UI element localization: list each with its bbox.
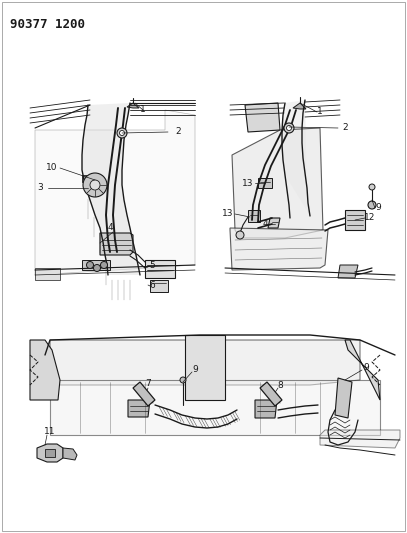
Polygon shape <box>82 175 92 182</box>
Polygon shape <box>293 103 306 109</box>
Text: 3: 3 <box>37 183 43 192</box>
Polygon shape <box>100 233 133 255</box>
Circle shape <box>83 173 107 197</box>
Polygon shape <box>185 335 225 400</box>
Polygon shape <box>50 380 380 435</box>
Text: 13: 13 <box>222 208 234 217</box>
Text: 9: 9 <box>375 204 381 213</box>
Polygon shape <box>35 110 195 275</box>
Circle shape <box>90 180 100 190</box>
Polygon shape <box>30 340 60 400</box>
Circle shape <box>180 377 186 383</box>
Polygon shape <box>50 340 360 385</box>
Text: 8: 8 <box>277 381 283 390</box>
Circle shape <box>287 125 291 131</box>
Polygon shape <box>338 265 358 278</box>
Circle shape <box>120 131 125 135</box>
Polygon shape <box>282 100 310 216</box>
Polygon shape <box>345 340 380 400</box>
Polygon shape <box>37 444 63 462</box>
Text: 6: 6 <box>149 280 155 289</box>
Text: 5: 5 <box>149 262 155 271</box>
Circle shape <box>101 262 107 269</box>
Text: 4: 4 <box>262 220 268 229</box>
Polygon shape <box>127 103 139 108</box>
Polygon shape <box>82 103 140 275</box>
Polygon shape <box>35 268 60 280</box>
Polygon shape <box>320 430 400 448</box>
Text: 2: 2 <box>175 127 181 136</box>
Polygon shape <box>145 260 175 278</box>
Text: 11: 11 <box>44 426 56 435</box>
Polygon shape <box>335 378 352 418</box>
Text: 90377 1200: 90377 1200 <box>10 18 85 31</box>
Polygon shape <box>150 280 168 292</box>
Polygon shape <box>248 210 260 222</box>
Text: 1: 1 <box>317 108 323 117</box>
Circle shape <box>87 262 94 269</box>
Polygon shape <box>45 449 55 457</box>
Text: 10: 10 <box>46 163 58 172</box>
Circle shape <box>236 231 244 239</box>
Circle shape <box>117 128 127 138</box>
Polygon shape <box>345 210 365 230</box>
Circle shape <box>94 264 101 271</box>
Text: 12: 12 <box>364 213 376 222</box>
Text: 9: 9 <box>363 362 369 372</box>
Text: 9: 9 <box>192 365 198 374</box>
Polygon shape <box>82 260 110 270</box>
Polygon shape <box>128 400 150 417</box>
Text: 7: 7 <box>145 379 151 389</box>
Polygon shape <box>232 128 323 238</box>
Text: 2: 2 <box>342 124 348 133</box>
Polygon shape <box>63 448 77 460</box>
Text: 13: 13 <box>242 179 254 188</box>
Circle shape <box>368 201 376 209</box>
Circle shape <box>284 123 294 133</box>
Text: 4: 4 <box>107 223 113 232</box>
Polygon shape <box>260 382 282 406</box>
Polygon shape <box>258 178 272 188</box>
Polygon shape <box>245 103 280 132</box>
Polygon shape <box>133 382 155 406</box>
Polygon shape <box>255 400 277 418</box>
Text: 1: 1 <box>140 106 146 115</box>
Polygon shape <box>230 228 328 270</box>
Polygon shape <box>268 218 280 228</box>
Circle shape <box>369 184 375 190</box>
